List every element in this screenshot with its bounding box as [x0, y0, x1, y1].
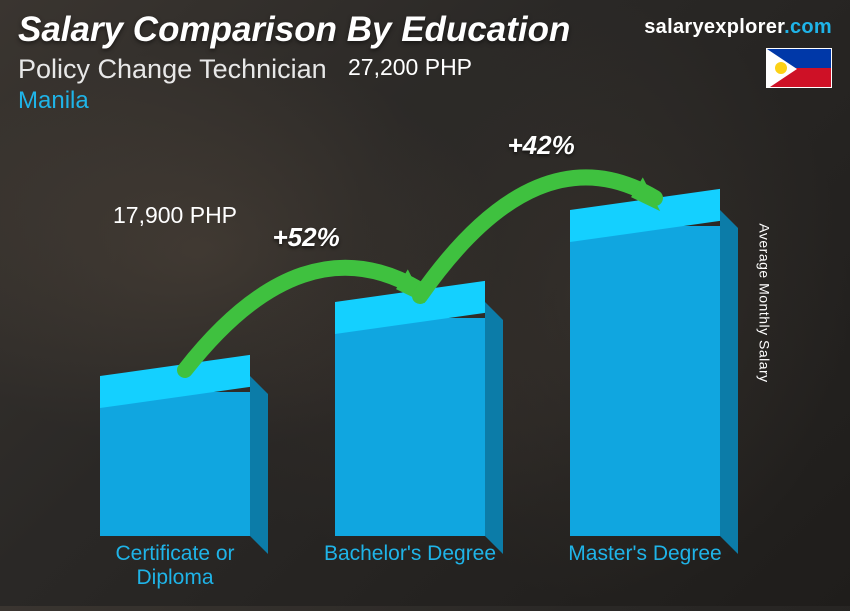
philippines-flag-icon — [766, 48, 832, 88]
bar — [335, 318, 485, 536]
brand-main: salaryexplorer — [644, 16, 784, 38]
bar-value: 17,900 PHP — [75, 202, 275, 229]
bar-chart: 17,900 PHPCertificate or Diploma 27,200 P… — [60, 140, 790, 586]
brand-logo: salaryexplorer.com — [644, 16, 832, 39]
bar — [570, 226, 720, 536]
bar-value: 27,200 PHP — [310, 54, 510, 81]
bar-label: Certificate or Diploma — [75, 542, 275, 590]
bar-label: Master's Degree — [545, 542, 745, 566]
bar — [100, 392, 250, 536]
bar-label: Bachelor's Degree — [310, 542, 510, 566]
bar-group: 17,900 PHPCertificate or Diploma — [100, 392, 250, 536]
location: Manila — [18, 87, 832, 115]
bar-group: 27,200 PHPBachelor's Degree — [335, 318, 485, 536]
bar-group: 38,600 PHPMaster's Degree — [570, 226, 720, 536]
brand-suffix: .com — [784, 16, 832, 38]
